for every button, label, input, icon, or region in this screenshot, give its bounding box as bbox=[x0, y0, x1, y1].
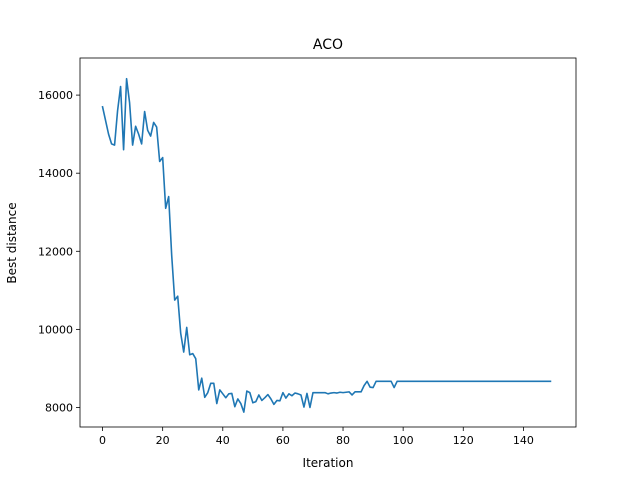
x-tick-label: 100 bbox=[393, 434, 414, 447]
x-axis: 0 20 40 60 80 100 120 140 bbox=[99, 427, 534, 447]
y-tick-label: 8000 bbox=[45, 401, 73, 414]
x-tick-label: 0 bbox=[99, 434, 106, 447]
y-tick-label: 10000 bbox=[38, 323, 73, 336]
best-distance-line bbox=[101, 77, 552, 413]
x-tick-label: 40 bbox=[216, 434, 230, 447]
x-tick-label: 20 bbox=[156, 434, 170, 447]
chart-title: ACO bbox=[313, 37, 343, 53]
y-tick-label: 16000 bbox=[38, 89, 73, 102]
y-axis: 8000 10000 12000 14000 16000 bbox=[38, 89, 80, 414]
y-tick-label: 12000 bbox=[38, 245, 73, 258]
x-tick-label: 80 bbox=[336, 434, 350, 447]
y-axis-label: Best distance bbox=[5, 202, 19, 283]
x-axis-label: Iteration bbox=[303, 456, 354, 470]
plot-frame bbox=[79, 57, 577, 428]
y-tick-label: 14000 bbox=[38, 167, 73, 180]
x-tick-label: 140 bbox=[513, 434, 534, 447]
x-tick-label: 120 bbox=[453, 434, 474, 447]
x-tick-label: 60 bbox=[276, 434, 290, 447]
